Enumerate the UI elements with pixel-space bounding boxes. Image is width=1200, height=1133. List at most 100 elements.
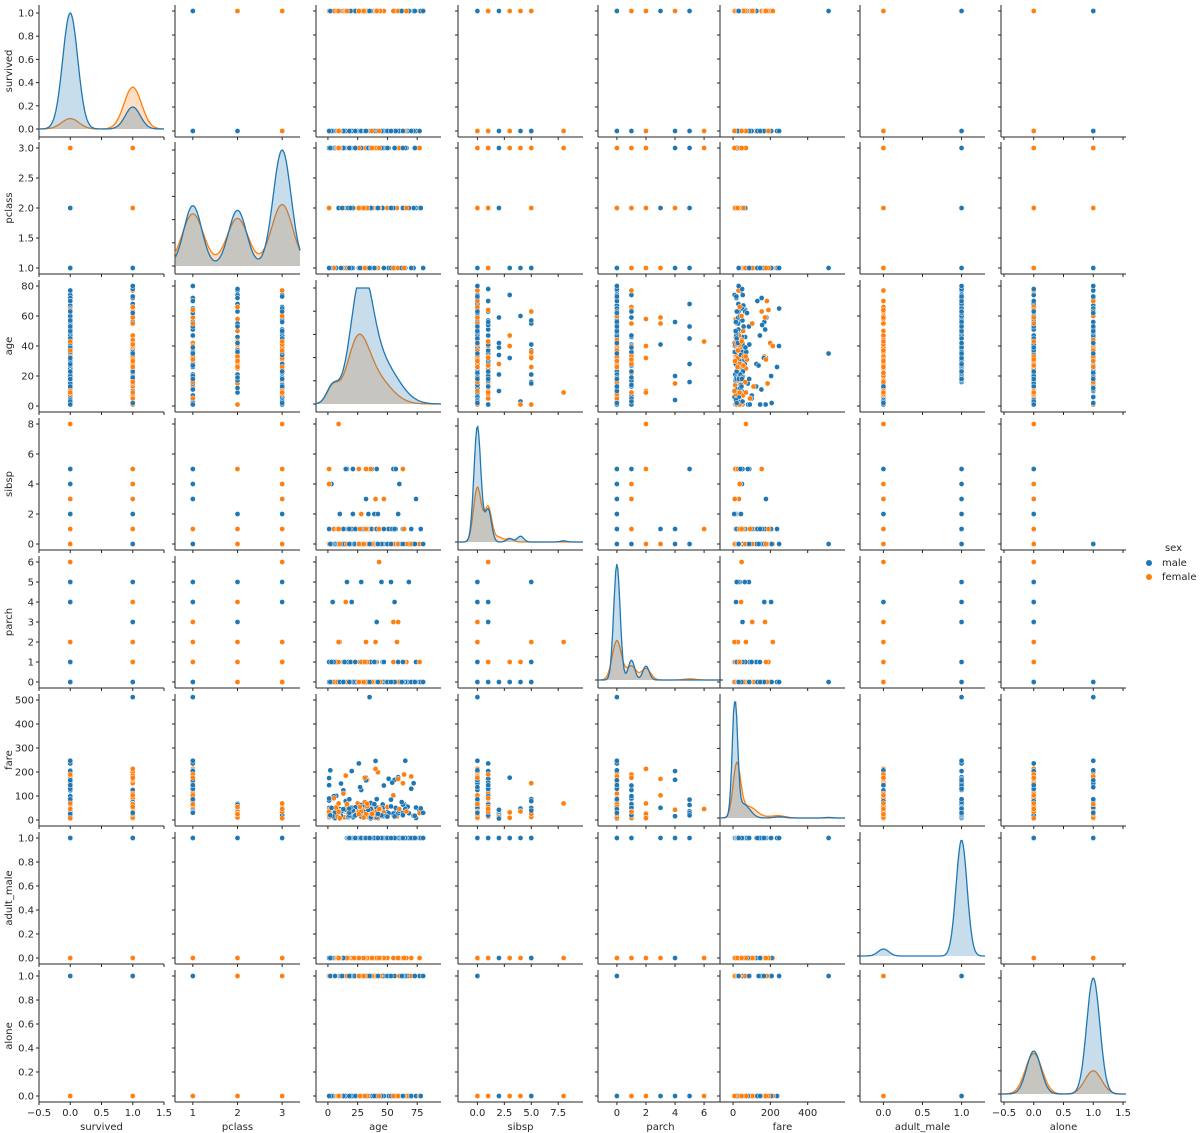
svg-text:0.0: 0.0 — [18, 125, 34, 136]
x-axis-label-fare: fare — [773, 1122, 793, 1133]
svg-text:40: 40 — [21, 342, 34, 353]
panel-adult_male-vs-sibsp — [455, 832, 583, 967]
panel-fare-vs-sibsp — [455, 694, 583, 829]
panel-fare-vs-pclass — [172, 694, 300, 829]
svg-text:0: 0 — [28, 402, 34, 413]
legend-title: sex — [1164, 543, 1183, 554]
x-axis-label-survived: survived — [80, 1122, 123, 1133]
panel-pclass-vs-sibsp — [455, 142, 583, 277]
panel-sibsp-vs-parch — [595, 418, 723, 553]
y-axis-label-alone: alone — [4, 1022, 15, 1050]
panel-survived-vs-fare — [717, 5, 845, 140]
svg-text:60: 60 — [21, 312, 34, 323]
panel-survived-vs-alone — [998, 5, 1126, 140]
panel-survived-vs-sibsp — [455, 5, 583, 140]
legend: sex male female — [1143, 543, 1200, 584]
svg-text:1.0: 1.0 — [18, 264, 34, 275]
y-axis-label-adult_male: adult_male — [4, 870, 15, 925]
panel-survived-vs-adult_male — [857, 5, 985, 140]
legend-label-female: female — [1162, 571, 1197, 583]
panel-parch-vs-adult_male — [857, 556, 985, 691]
panel-survived-vs-parch — [595, 5, 723, 140]
svg-text:1.5: 1.5 — [18, 234, 34, 245]
panel-survived-vs-age — [313, 5, 441, 140]
legend-label-male: male — [1162, 557, 1187, 569]
panel-parch-vs-alone — [998, 556, 1126, 691]
panel-age-vs-fare — [717, 280, 845, 415]
panel-pclass-vs-adult_male — [857, 142, 985, 277]
svg-text:1.0: 1.0 — [18, 9, 34, 20]
y-axis-label-fare: fare — [4, 750, 15, 770]
panel-parch-vs-age — [313, 556, 441, 691]
panel-fare-vs-alone — [998, 694, 1126, 829]
panel-age-vs-age — [313, 280, 441, 415]
panel-adult_male-vs-age — [313, 832, 441, 967]
panel-alone-vs-survived: −0.5 0.0 0.5 1.0 1.50.00.20.40.60.81.0alones… — [4, 970, 172, 1133]
panel-fare-vs-adult_male — [857, 694, 985, 829]
panel-parch-vs-fare — [717, 556, 845, 691]
panel-parch-vs-sibsp — [455, 556, 583, 691]
y-axis-label-pclass: pclass — [4, 192, 15, 223]
panel-age-vs-survived: 0 20 40 60 80 age — [4, 280, 165, 415]
x-axis-label-age: age — [369, 1122, 388, 1133]
panel-pclass-vs-age — [313, 142, 441, 277]
female-marker-icon — [1146, 574, 1152, 580]
panel-adult_male-vs-pclass — [172, 832, 300, 967]
panel-age-vs-adult_male — [857, 280, 985, 415]
svg-text:0.8: 0.8 — [18, 32, 34, 43]
panel-fare-vs-parch — [595, 694, 723, 829]
panel-age-vs-alone — [998, 280, 1126, 415]
panel-fare-vs-age — [313, 694, 441, 829]
male-marker-icon — [1146, 560, 1152, 566]
svg-text:3.0: 3.0 — [18, 144, 34, 155]
panel-pclass-vs-parch — [595, 142, 723, 277]
panel-sibsp-vs-alone — [998, 418, 1126, 553]
panel-age-vs-pclass — [172, 280, 300, 415]
x-axis-label-adult_male: adult_male — [895, 1122, 950, 1133]
svg-text:0.6: 0.6 — [18, 55, 34, 66]
y-axis-label-parch: parch — [4, 608, 15, 636]
x-axis-label-sibsp: sibsp — [508, 1122, 534, 1133]
legend-entry-female: female — [1143, 570, 1200, 584]
svg-text:20: 20 — [21, 372, 34, 383]
svg-text:0.4: 0.4 — [18, 78, 34, 89]
panel-adult_male-vs-alone — [998, 832, 1126, 967]
panel-survived-vs-survived: 0.0 0.2 0.4 0.6 0.8 1.0 survived — [4, 5, 165, 140]
panel-sibsp-vs-sibsp — [455, 418, 583, 553]
x-axis-label-alone: alone — [1050, 1122, 1078, 1133]
panel-adult_male-vs-adult_male — [857, 832, 985, 967]
panel-age-vs-parch — [595, 280, 723, 415]
panel-sibsp-vs-pclass — [172, 418, 300, 553]
panel-pclass-vs-fare — [717, 142, 845, 277]
panel-sibsp-vs-age — [313, 418, 441, 553]
x-axis-label-pclass: pclass — [222, 1122, 253, 1133]
panel-sibsp-vs-fare — [717, 418, 845, 553]
panel-pclass-vs-pclass — [172, 142, 301, 277]
panel-adult_male-vs-fare — [717, 832, 845, 967]
svg-text:0.2: 0.2 — [18, 101, 34, 112]
panel-age-vs-sibsp — [455, 280, 583, 415]
panel-survived-vs-pclass — [172, 5, 300, 140]
svg-text:80: 80 — [21, 282, 34, 293]
panel-adult_male-vs-parch — [595, 832, 723, 967]
y-axis-label-age: age — [4, 337, 15, 356]
x-axis-label-parch: parch — [646, 1122, 674, 1133]
y-axis-label-sibsp: sibsp — [4, 471, 15, 497]
panel-parch-vs-parch — [595, 556, 723, 691]
panel-pclass-vs-alone — [998, 142, 1126, 277]
svg-text:2.5: 2.5 — [18, 174, 34, 185]
panel-fare-vs-fare — [717, 694, 845, 829]
panel-pclass-vs-survived: 1.0 1.5 2.0 2.5 3.0 pclass — [4, 142, 165, 277]
